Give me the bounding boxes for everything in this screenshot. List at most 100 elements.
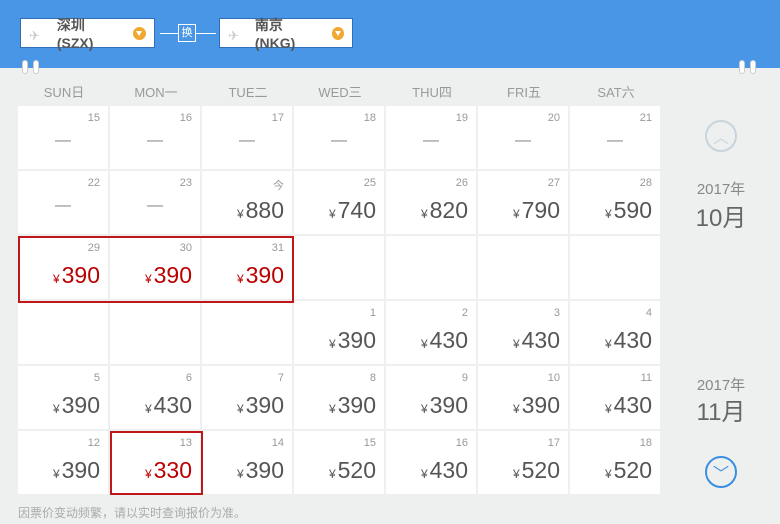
calendar-day[interactable]: 27 ¥790: [478, 171, 568, 234]
price: 390: [337, 392, 376, 418]
price: 430: [613, 327, 652, 353]
empty-cell: [110, 301, 200, 364]
day-number: 16: [455, 437, 468, 449]
currency-symbol: ¥: [604, 337, 612, 351]
calendar-day[interactable]: 20 —: [478, 106, 568, 169]
day-number: 25: [363, 177, 376, 189]
lowest-price-highlight: [110, 431, 203, 495]
day-number: 13: [179, 437, 192, 449]
empty-cell: [478, 236, 568, 299]
price: 390: [245, 457, 284, 483]
calendar-day[interactable]: 29 ¥390: [18, 236, 108, 299]
currency-symbol: ¥: [604, 402, 612, 416]
takeoff-plane-icon: ✈: [29, 28, 40, 43]
day-number: 5: [93, 372, 100, 384]
prev-month-button[interactable]: ︿: [705, 120, 737, 152]
currency-symbol: ¥: [236, 467, 244, 481]
day-number: 17: [271, 112, 284, 124]
from-city-select[interactable]: ✈ 深圳(SZX): [20, 17, 155, 51]
calendar-day[interactable]: 今 ¥880: [202, 171, 292, 234]
no-price: —: [147, 197, 163, 214]
next-month-button[interactable]: ﹀: [705, 456, 737, 488]
calendar-day[interactable]: 11 ¥430: [570, 366, 660, 429]
footer-note: 因票价变动频繁，请以实时查询报价为准。: [18, 506, 247, 520]
currency-symbol: ¥: [604, 467, 612, 481]
day-number: 31: [271, 242, 284, 254]
calendar-day[interactable]: 26 ¥820: [386, 171, 476, 234]
price: 820: [429, 197, 468, 223]
day-number: 12: [87, 437, 100, 449]
calendar-day[interactable]: 19 —: [386, 106, 476, 169]
calendar-day[interactable]: 8 ¥390: [294, 366, 384, 429]
chevron-down-icon: ﹀: [712, 466, 729, 483]
calendar-day[interactable]: 16 ¥430: [386, 431, 476, 494]
calendar-day[interactable]: 31 ¥390: [202, 236, 292, 299]
calendar-day[interactable]: 15 —: [18, 106, 108, 169]
no-price: —: [55, 197, 71, 214]
calendar-day[interactable]: 25 ¥740: [294, 171, 384, 234]
currency-symbol: ¥: [236, 207, 244, 221]
calendar-day[interactable]: 12 ¥390: [18, 431, 108, 494]
calendar-day[interactable]: 10 ¥390: [478, 366, 568, 429]
currency-symbol: ¥: [144, 467, 152, 481]
month-label: 11月: [696, 399, 746, 426]
calendar-day[interactable]: 23 —: [110, 171, 200, 234]
currency-symbol: ¥: [144, 402, 152, 416]
weekday-header: MON一: [134, 85, 178, 100]
month-year-label: 2017年: [696, 181, 746, 198]
price: 590: [613, 197, 652, 223]
calendar-day[interactable]: 14 ¥390: [202, 431, 292, 494]
price: 790: [521, 197, 560, 223]
calendar-day[interactable]: 17 —: [202, 106, 292, 169]
calendar-day[interactable]: 18 —: [294, 106, 384, 169]
price: 740: [337, 197, 376, 223]
binder-pin: [33, 60, 39, 74]
calendar-day[interactable]: 30 ¥390: [110, 236, 200, 299]
chevron-down-icon: [331, 26, 344, 40]
calendar-day[interactable]: 1 ¥390: [294, 301, 384, 364]
calendar-day[interactable]: 21 —: [570, 106, 660, 169]
calendar-day[interactable]: 16 —: [110, 106, 200, 169]
calendar-day[interactable]: 18 ¥520: [570, 431, 660, 494]
calendar-day[interactable]: 2 ¥430: [386, 301, 476, 364]
price: 390: [337, 327, 376, 353]
currency-symbol: ¥: [236, 272, 244, 286]
weekday-header: SUN日: [43, 85, 85, 100]
empty-cell: [294, 236, 384, 299]
price: 390: [429, 392, 468, 418]
swap-button[interactable]: 换: [178, 24, 196, 42]
calendar-day[interactable]: 28 ¥590: [570, 171, 660, 234]
calendar-day[interactable]: 7 ¥390: [202, 366, 292, 429]
month-year-label: 2017年: [696, 377, 746, 394]
day-number: 7: [277, 372, 284, 384]
day-number: 3: [553, 307, 560, 319]
price: 390: [245, 392, 284, 418]
price: 390: [521, 392, 560, 418]
day-number: 30: [179, 242, 192, 254]
calendar-day[interactable]: 15 ¥520: [294, 431, 384, 494]
day-number: 21: [639, 112, 652, 124]
day-number: 1: [369, 307, 376, 319]
calendar-day[interactable]: 22 —: [18, 171, 108, 234]
calendar-day[interactable]: 5 ¥390: [18, 366, 108, 429]
no-price: —: [239, 132, 255, 149]
from-city-label: 深圳(SZX): [56, 17, 94, 51]
chevron-up-icon: ︿: [712, 130, 729, 147]
binder-pin: [750, 60, 756, 74]
calendar-day[interactable]: 4 ¥430: [570, 301, 660, 364]
day-number: 15: [87, 112, 100, 124]
day-number: 26: [455, 177, 468, 189]
price: 330: [153, 457, 192, 483]
to-city-label: 南京(NKG): [254, 17, 296, 51]
calendar-day[interactable]: 17 ¥520: [478, 431, 568, 494]
calendar-day[interactable]: 6 ¥430: [110, 366, 200, 429]
price: 390: [153, 262, 192, 288]
calendar-day[interactable]: 9 ¥390: [386, 366, 476, 429]
to-city-select[interactable]: ✈ 南京(NKG): [219, 17, 353, 51]
price: 430: [429, 327, 468, 353]
calendar-day[interactable]: 13 ¥330: [110, 431, 200, 494]
price: 880: [245, 197, 284, 223]
calendar-day[interactable]: 3 ¥430: [478, 301, 568, 364]
day-number: 6: [185, 372, 192, 384]
day-number: 8: [369, 372, 376, 384]
